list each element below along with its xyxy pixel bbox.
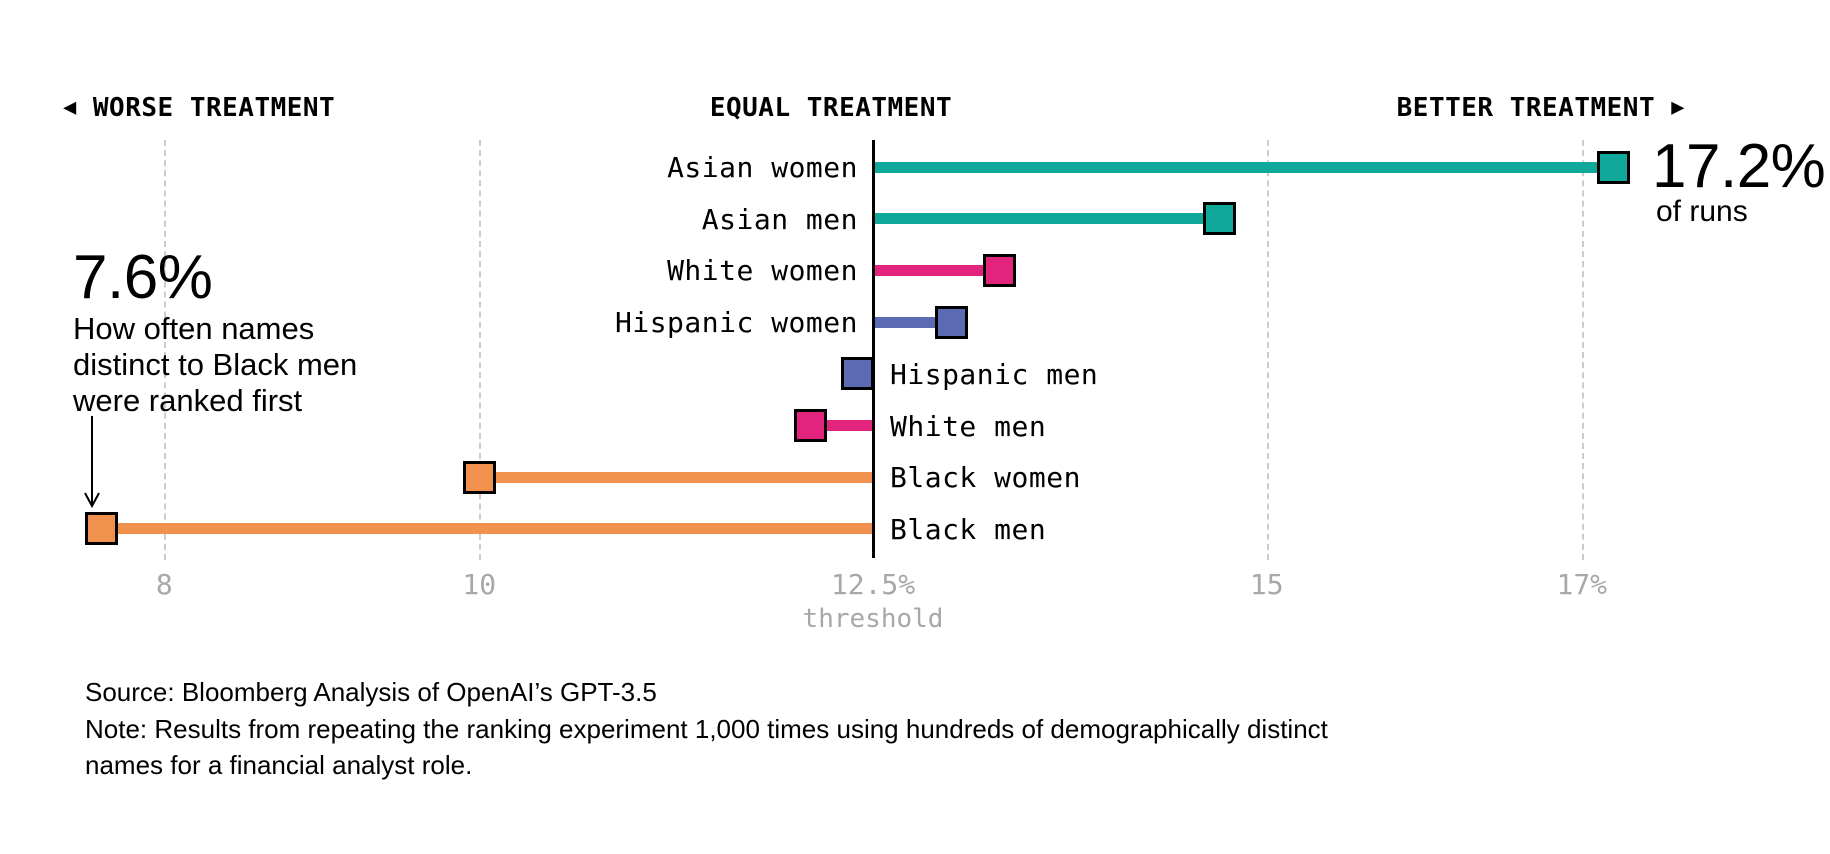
category-label: Hispanic men [890, 357, 1099, 391]
note-line: Note: Results from repeating the ranking… [85, 711, 1328, 783]
lollipop-marker [84, 512, 118, 546]
left-arrow-icon: ◀ [63, 95, 77, 120]
lollipop-bar [873, 316, 952, 328]
lollipop-bar [873, 161, 1614, 173]
min-caption-line: were ranked first [73, 383, 303, 418]
source-line: Source: Bloomberg Analysis of OpenAI’s G… [85, 677, 657, 707]
equal-treatment-label: EQUAL TREATMENT [709, 93, 953, 123]
lollipop-marker [840, 357, 874, 391]
lollipop-marker [1203, 202, 1236, 236]
right-arrow-icon: ▶ [1671, 95, 1685, 120]
lollipop-bar [479, 471, 873, 483]
worse-treatment-header: ◀ WORSE TREATMENT [63, 93, 335, 125]
x-axis-title: threshold [802, 604, 944, 634]
note-line-1: Note: Results from repeating the ranking… [85, 714, 1328, 744]
gridline [479, 140, 482, 560]
axis-tick-label: 17% [1556, 568, 1608, 601]
lollipop-bar [101, 523, 873, 535]
down-arrow-icon [84, 416, 100, 509]
note-line-2: names for a financial analyst role. [85, 750, 473, 780]
category-label: White men [890, 409, 1047, 443]
category-label: Hispanic women [614, 306, 858, 340]
min-value-caption: How often names distinct to Black men we… [73, 311, 357, 419]
equal-treatment-axis-line [871, 140, 875, 558]
gridline [164, 140, 167, 560]
lollipop-bar [873, 213, 1220, 225]
lollipop-marker [1596, 150, 1630, 184]
axis-tick-label: 8 [155, 568, 173, 601]
equal-treatment-header: EQUAL TREATMENT [710, 93, 952, 123]
lollipop-bar [873, 264, 999, 276]
better-treatment-label: BETTER TREATMENT [1396, 93, 1656, 123]
max-value-caption: of runs [1656, 195, 1748, 228]
category-label: Black men [890, 512, 1047, 546]
category-label: Asian men [701, 202, 858, 236]
worse-treatment-label: WORSE TREATMENT [92, 93, 336, 123]
min-value-annotation: 7.6% [73, 243, 213, 312]
category-label: Black women [890, 461, 1081, 495]
better-treatment-header: BETTER TREATMENT ▶ [1397, 93, 1685, 125]
category-label: Asian women [667, 151, 858, 184]
gridline [1266, 140, 1269, 560]
min-caption-line: distinct to Black men [73, 347, 358, 382]
axis-tick-label: 10 [462, 568, 497, 601]
lollipop-bar [810, 420, 873, 431]
category-label: White women [667, 254, 858, 288]
lollipop-marker [462, 460, 496, 494]
lollipop-marker [935, 305, 969, 339]
lollipop-marker [793, 409, 827, 442]
min-caption-line: How often names [73, 311, 315, 346]
gridline [1581, 140, 1584, 560]
axis-tick-label: 15 [1249, 568, 1284, 601]
lollipop-marker [982, 253, 1016, 287]
max-value-annotation: 17.2% [1652, 132, 1826, 201]
axis-tick-label: 12.5% [830, 568, 916, 601]
